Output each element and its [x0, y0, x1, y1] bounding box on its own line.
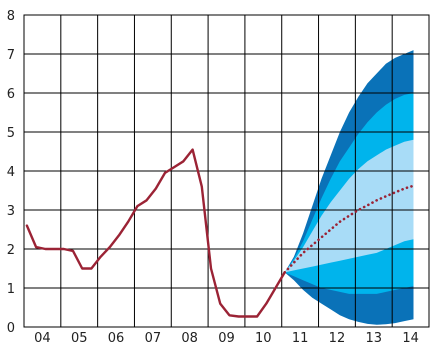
y-tick-label: 6 [7, 87, 15, 102]
x-tick-label: 05 [71, 331, 88, 345]
plot-frame [23, 14, 430, 328]
x-tick-label: 04 [34, 331, 51, 345]
y-tick-label: 0 [7, 321, 15, 336]
x-tick-label: 09 [218, 331, 235, 345]
band-inner [284, 139, 414, 273]
x-tick-label: 11 [292, 331, 309, 345]
y-tick-label: 3 [7, 204, 15, 219]
y-tick-label: 8 [7, 9, 15, 24]
y-axis-ticks: 0 1 2 3 4 5 6 7 8 [7, 9, 15, 336]
y-tick-label: 7 [7, 48, 15, 63]
y-tick-label: 5 [7, 126, 15, 141]
x-tick-label: 13 [365, 331, 382, 345]
y-tick-label: 1 [7, 282, 15, 297]
projection-bands [284, 50, 414, 325]
y-tick-label: 4 [7, 165, 15, 180]
y-tick-label: 2 [7, 243, 15, 258]
gridlines [24, 15, 429, 327]
x-tick-label: 14 [402, 331, 419, 345]
x-tick-label: 12 [329, 331, 346, 345]
series-lines [25, 148, 415, 318]
history-line [25, 148, 286, 318]
x-tick-label: 08 [181, 331, 198, 345]
x-tick-label: 07 [145, 331, 162, 345]
x-axis-ticks: 04 05 06 07 08 09 10 11 12 13 14 [34, 331, 419, 345]
projection-line [283, 184, 415, 274]
x-tick-label: 10 [255, 331, 272, 345]
x-tick-label: 06 [108, 331, 125, 345]
